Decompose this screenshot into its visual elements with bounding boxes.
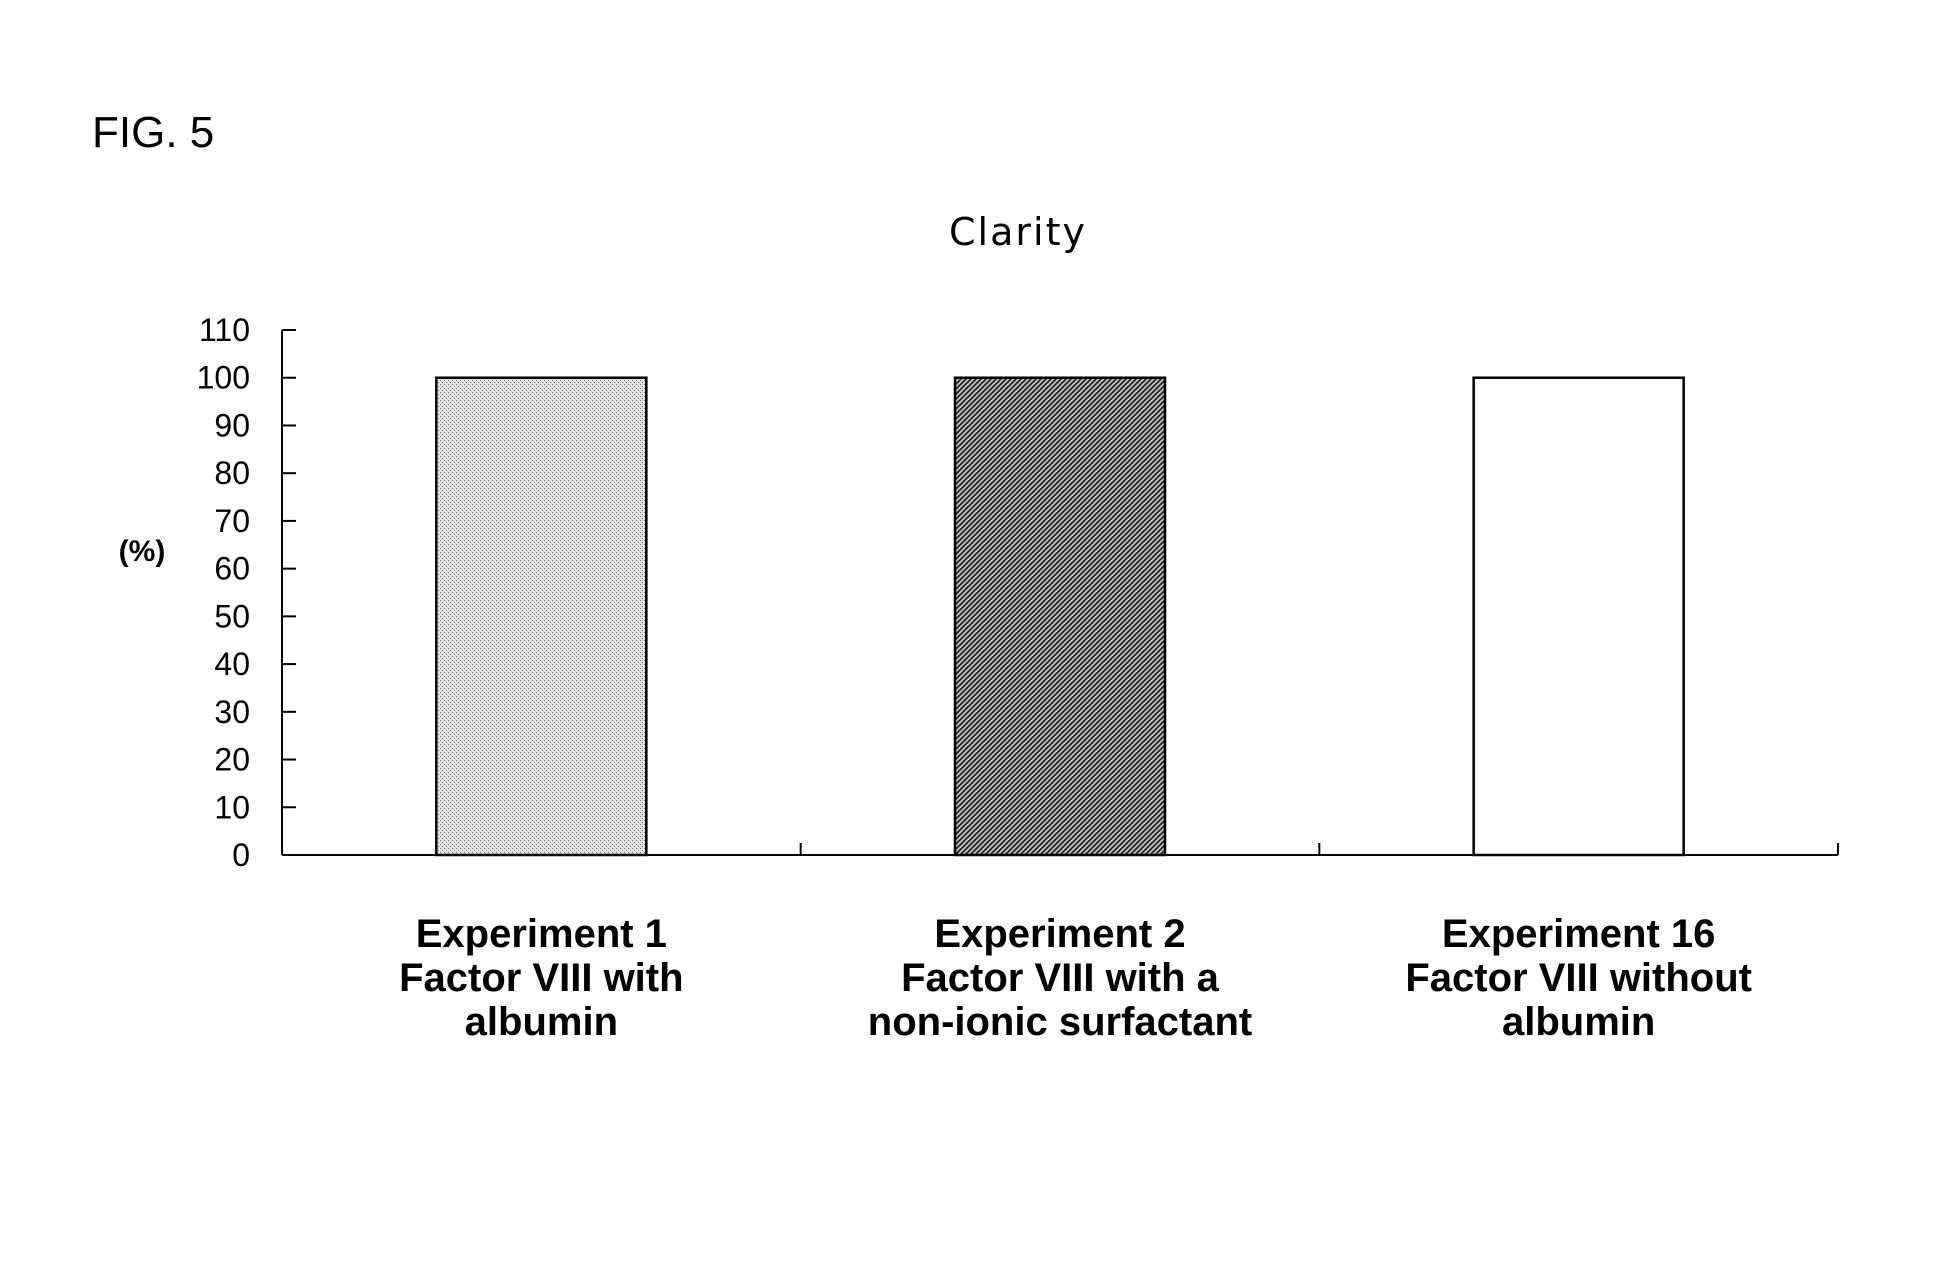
category-label-line: Experiment 1 — [416, 912, 667, 956]
y-tick-label: 0 — [232, 837, 250, 873]
bar-3 — [1474, 378, 1684, 855]
chart-title: Clarity — [949, 210, 1087, 254]
category-labels: Experiment 1Factor VIII withalbuminExper… — [399, 912, 1752, 1044]
y-tick-label: 100 — [197, 360, 250, 396]
category-label-line: non-ionic surfactant — [868, 1000, 1252, 1044]
bar-2 — [955, 378, 1165, 855]
y-tick-label: 30 — [214, 694, 250, 730]
y-tick-label: 40 — [214, 646, 250, 682]
y-tick-label: 60 — [214, 551, 250, 587]
category-label-line: Experiment 2 — [934, 912, 1185, 956]
y-tick-label: 50 — [214, 598, 250, 634]
y-axis: 0 10 20 30 40 50 60 70 80 90 100 110 — [197, 312, 296, 873]
y-tick-label: 20 — [214, 742, 250, 778]
category-label-line: Factor VIII with — [399, 956, 683, 1000]
y-axis-label: (%) — [119, 535, 166, 568]
bar-1 — [436, 378, 646, 855]
category-label-line: albumin — [465, 1000, 618, 1044]
category-label-line: Factor VIII with a — [901, 956, 1220, 1000]
category-label-line: Experiment 16 — [1442, 912, 1715, 956]
bars — [436, 378, 1683, 855]
y-tick-label: 70 — [214, 503, 250, 539]
y-tick-label: 110 — [199, 312, 250, 348]
y-tick-label: 90 — [214, 407, 250, 443]
category-label-line: albumin — [1502, 1000, 1655, 1044]
y-tick-label: 10 — [214, 789, 250, 825]
category-label: Experiment 16Factor VIII withoutalbumin — [1405, 912, 1752, 1044]
category-label: Experiment 1Factor VIII withalbumin — [399, 912, 683, 1044]
y-tick-label: 80 — [214, 455, 250, 491]
category-label-line: Factor VIII without — [1405, 956, 1752, 1000]
category-label: Experiment 2Factor VIII with anon-ionic … — [868, 912, 1252, 1044]
